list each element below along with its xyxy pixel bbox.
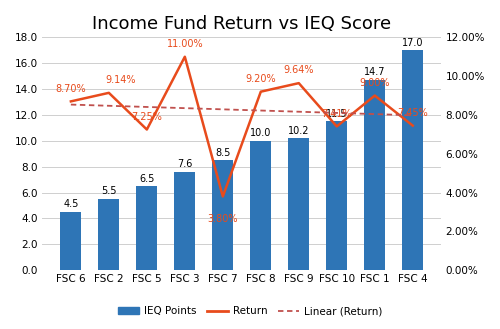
Text: 10.2: 10.2	[288, 126, 310, 136]
Text: 5.5: 5.5	[101, 187, 116, 196]
Bar	[136, 186, 158, 270]
Text: 9.14%: 9.14%	[105, 75, 136, 85]
Text: 17.0: 17.0	[402, 38, 423, 48]
Text: 7.45%: 7.45%	[398, 108, 428, 118]
Text: 7.6: 7.6	[177, 159, 192, 169]
Text: 3.80%: 3.80%	[208, 214, 238, 224]
Bar	[402, 50, 423, 270]
Bar	[288, 138, 309, 270]
Text: 8.5: 8.5	[215, 148, 230, 158]
Bar	[60, 212, 82, 270]
Title: Income Fund Return vs IEQ Score: Income Fund Return vs IEQ Score	[92, 15, 392, 33]
Text: 4.5: 4.5	[63, 199, 78, 210]
Text: 7.25%: 7.25%	[132, 112, 162, 122]
Text: 9.64%: 9.64%	[284, 65, 314, 75]
Text: 11.5: 11.5	[326, 109, 347, 119]
Bar	[212, 160, 234, 270]
Text: 6.5: 6.5	[139, 173, 154, 184]
Text: 9.00%: 9.00%	[360, 78, 390, 88]
Bar	[98, 199, 119, 270]
Bar	[174, 172, 196, 270]
Legend: IEQ Points, Return, Linear (Return): IEQ Points, Return, Linear (Return)	[114, 302, 386, 320]
Text: 14.7: 14.7	[364, 67, 386, 77]
Bar	[250, 141, 272, 270]
Bar	[326, 121, 347, 270]
Text: 8.70%: 8.70%	[56, 84, 86, 94]
Text: 9.20%: 9.20%	[246, 74, 276, 84]
Text: 10.0: 10.0	[250, 128, 272, 138]
Bar	[364, 80, 385, 270]
Text: 11.00%: 11.00%	[166, 39, 203, 49]
Text: 7.41%: 7.41%	[322, 109, 352, 119]
